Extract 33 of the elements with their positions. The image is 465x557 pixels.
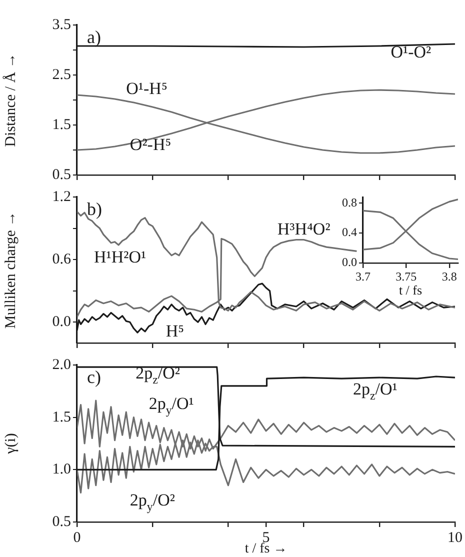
x-axis-title: t / fs →: [244, 541, 288, 556]
y-tick-label: 0.8: [342, 195, 357, 210]
y-tick-label: 0.0: [342, 255, 357, 270]
x-tick-label: 3.8: [442, 269, 457, 284]
x-tick-label: 10: [448, 530, 462, 546]
y-tick-label: 2.0: [52, 356, 71, 373]
y-tick-label: 3.5: [52, 16, 71, 33]
y-tick-label: 1.2: [52, 188, 71, 205]
y-tick-label: 2.5: [52, 66, 71, 83]
y-tick-label: 1.0: [52, 462, 71, 478]
x-tick-label: 3.75: [396, 269, 417, 284]
annotation: a): [87, 27, 101, 47]
x-tick-label: 3.7: [356, 269, 370, 284]
series-label: H⁵: [166, 322, 184, 341]
annotation: c): [87, 367, 101, 387]
series-label: H¹H²O¹: [94, 248, 146, 267]
y-tick-label: 0.0: [52, 314, 71, 330]
series-label: O¹-O²: [390, 42, 432, 62]
x-axis-title: t / fs: [398, 282, 422, 298]
y-tick-label: 0.6: [52, 252, 72, 268]
y-tick-label: 1.5: [52, 409, 71, 426]
y-tick-label: 0.5: [52, 514, 71, 530]
x-tick-label: 0: [73, 530, 81, 546]
series-label: H³H⁴O²: [277, 220, 330, 239]
y-axis-title: Distance / Å →: [2, 53, 19, 147]
y-axis-title: γ(i): [2, 433, 19, 455]
series-label: O²-H⁵: [130, 135, 172, 154]
y-tick-label: 0.4: [342, 225, 357, 240]
y-axis-title: Mulliken charge →: [2, 211, 19, 329]
series-label: O¹-H⁵: [126, 79, 168, 98]
y-tick-label: 1.5: [52, 116, 71, 133]
y-tick-label: 0.5: [52, 166, 71, 183]
annotation: b): [87, 199, 102, 219]
